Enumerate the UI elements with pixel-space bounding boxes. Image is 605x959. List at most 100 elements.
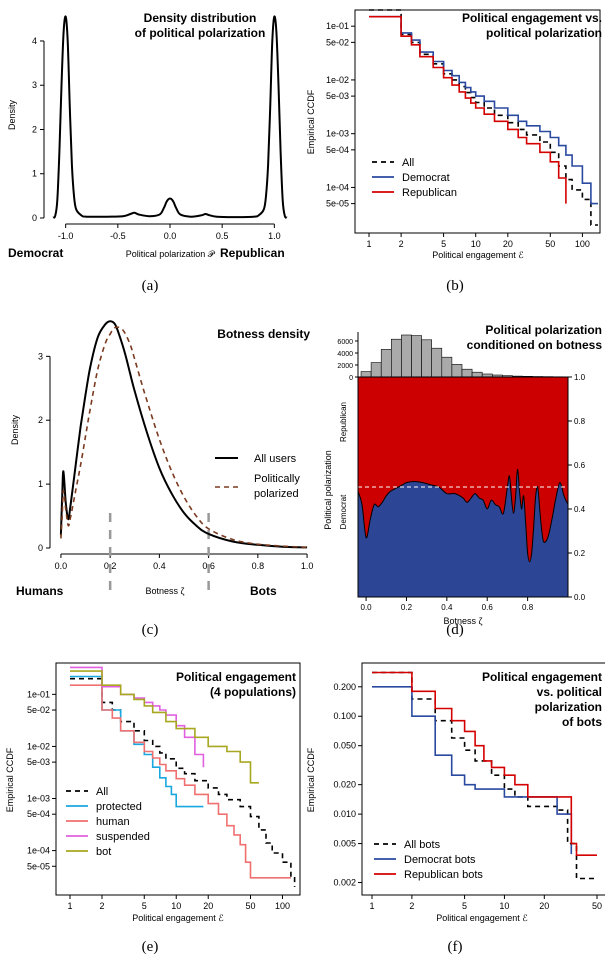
d-ytick-label: 0.8	[574, 417, 586, 426]
d-xtick-label: 0.8	[522, 603, 534, 612]
e-title: (4 populations)	[210, 685, 296, 699]
c-ylabel: Density	[10, 414, 20, 445]
b-xtick-label: 20	[503, 239, 513, 249]
e-ytick-label: 1e-02	[27, 741, 50, 751]
d-hist-ytick-label: 2000	[337, 363, 353, 370]
d-ytick-label: 0.4	[574, 505, 586, 514]
c-legend-label: Politically	[254, 473, 300, 485]
f-ytick-label: 0.100	[333, 711, 356, 721]
c-xtick-label: 1.0	[301, 561, 314, 571]
c-ytick-label: 1	[38, 479, 43, 489]
e-series-line	[70, 684, 291, 879]
b-ytick-label: 1e-01	[326, 21, 349, 31]
a-right-label: Republican	[220, 246, 285, 260]
b-frame	[354, 9, 601, 234]
e-legend-label: protected	[96, 801, 142, 813]
c-density-line	[60, 326, 308, 549]
d-hist-bar	[451, 364, 463, 378]
b-ytick-label: 1e-02	[326, 75, 349, 85]
d-xtick-label: 0.2	[401, 603, 413, 612]
f-legend-label: All bots	[404, 839, 441, 851]
e-legend-label: suspended	[96, 831, 150, 843]
d-bottom-label: Democrat	[339, 494, 348, 529]
f-title: vs. political	[537, 685, 602, 699]
d-hist-bar	[380, 349, 392, 378]
e-xtick-label: 10	[171, 901, 181, 911]
e-ytick-label: 1e-04	[27, 846, 50, 856]
f-xtick-label: 1	[369, 901, 374, 911]
f-legend-label: Republican bots	[404, 869, 483, 881]
b-ytick-label: 5e-02	[326, 37, 349, 47]
a-ylabel: Density	[7, 99, 17, 130]
f-series-line	[372, 686, 573, 855]
d-hist-ytick-label: 0	[349, 375, 353, 382]
f-ylabel: Empirical CCDF	[306, 747, 316, 812]
d-ylabel: Political polarization	[323, 450, 333, 530]
d-ytick-label: 0.0	[574, 593, 586, 602]
d-xtick-label: 0.0	[361, 603, 373, 612]
chart-d: 0 2000 4000 6000 0.0 0.2 0.4 0.6 0.8 1.0 0.0 0.2 0.4…	[323, 323, 602, 638]
a-xtick-label: 0.5	[216, 231, 229, 241]
f-series-line	[372, 671, 597, 856]
b-ytick-label: 1e-03	[326, 129, 349, 139]
d-hist-bar	[411, 335, 422, 378]
d-hist-bar	[370, 362, 382, 378]
b-caption: (b)	[446, 278, 464, 294]
d-hist-bar	[421, 339, 433, 378]
b-xtick-label: 100	[575, 239, 590, 249]
b-legend-label: Republican	[402, 187, 457, 199]
b-ytick-label: 1e-04	[326, 182, 349, 192]
f-ytick-label: 0.002	[333, 878, 356, 888]
c-xtick-label: 0.8	[252, 561, 265, 571]
f-series-line	[372, 671, 597, 880]
f-ytick-label: 0.200	[333, 682, 356, 692]
c-xlabel: Botness ζ	[146, 586, 185, 596]
f-title: Political engagement	[482, 670, 602, 684]
d-title: conditioned on botness	[467, 338, 603, 352]
d-hist-bar	[431, 347, 443, 378]
e-title: Political engagement	[176, 670, 296, 684]
a-xlabel: Political polarization 𝒫	[126, 249, 216, 259]
b-xtick-label: 50	[545, 239, 555, 249]
f-caption: (f)	[448, 939, 463, 955]
d-hist-ytick-label: 4000	[337, 351, 353, 358]
e-xtick-label: 50	[245, 901, 255, 911]
c-ytick-label: 0	[38, 543, 43, 553]
f-title: polarization	[535, 700, 602, 714]
e-ylabel: Empirical CCDF	[5, 747, 15, 812]
d-ytick-label: 0.6	[574, 461, 586, 470]
e-ytick-label: 5e-04	[27, 809, 50, 819]
c-caption: (c)	[142, 622, 159, 638]
c-legend-label: All users	[254, 453, 297, 465]
a-xtick-label: -1.0	[58, 231, 74, 241]
a-ytick-label: 1	[32, 169, 37, 179]
e-ytick-label: 1e-03	[27, 794, 50, 804]
f-xtick-label: 10	[499, 901, 509, 911]
d-hist-bar	[360, 371, 372, 378]
b-xtick-label: 2	[399, 239, 404, 249]
e-series-line	[70, 677, 296, 887]
d-hist-bar	[401, 334, 412, 378]
a-ytick-label: 0	[32, 213, 37, 223]
a-xtick-label: 0.0	[164, 231, 177, 241]
c-ytick-label: 2	[38, 415, 43, 425]
f-ytick-label: 0.010	[333, 809, 356, 819]
d-hist-bar	[391, 338, 402, 378]
c-ytick-label: 3	[38, 351, 43, 361]
a-ytick-label: 4	[32, 36, 37, 46]
d-caption: (d)	[446, 622, 464, 638]
a-ytick-label: 3	[32, 80, 37, 90]
b-ylabel: Empirical CCDF	[306, 89, 316, 154]
c-density-line	[59, 320, 308, 549]
a-density-line	[52, 15, 288, 219]
e-ytick-label: 5e-03	[27, 757, 50, 767]
chart-e: 1 2 5 10 20 50 100 1e-01 5e-02 1e-02 5e-03 1e-03 5e-…	[5, 662, 301, 955]
b-xtick-label: 1	[366, 239, 371, 249]
f-frame	[361, 662, 605, 896]
b-ytick-label: 5e-04	[326, 145, 349, 155]
e-caption: (e)	[142, 939, 159, 955]
c-left-label: Humans	[16, 584, 64, 598]
e-xtick-label: 1	[67, 901, 72, 911]
d-top-label: Republican	[339, 402, 348, 442]
